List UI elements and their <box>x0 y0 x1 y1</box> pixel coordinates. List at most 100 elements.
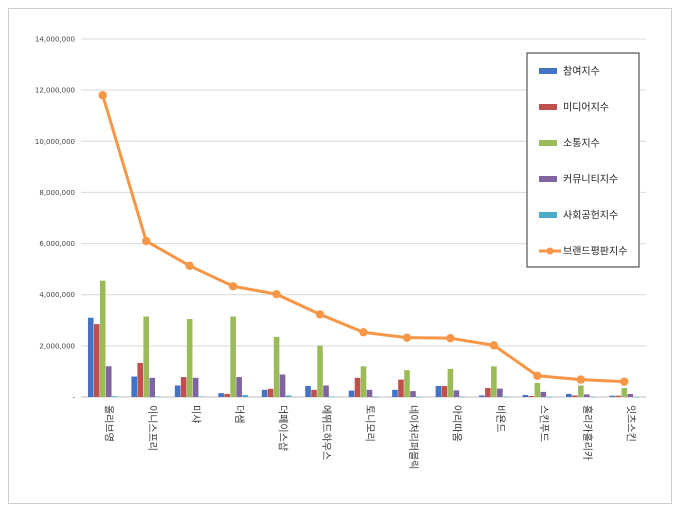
y-tick-label: 6,000,000 <box>39 240 75 248</box>
bar <box>305 386 311 397</box>
x-tick-label: 아리따움 <box>450 405 462 442</box>
bar <box>479 395 485 397</box>
x-tick-label: 미샤 <box>190 405 202 423</box>
bar <box>609 395 616 397</box>
legend-label: 미디어지수 <box>563 102 609 114</box>
line-point <box>489 341 499 350</box>
bar <box>192 377 199 397</box>
bar <box>143 316 149 397</box>
legend-marker <box>546 247 554 255</box>
bar <box>441 386 448 397</box>
bar <box>497 388 503 397</box>
bar <box>218 393 224 397</box>
bar <box>323 385 329 397</box>
line-point <box>315 310 325 319</box>
bar <box>279 374 286 397</box>
legend-swatch <box>539 140 557 146</box>
x-tick-label: 토니모리 <box>364 405 376 442</box>
legend-label: 브랜드평판지수 <box>563 246 627 258</box>
legend-swatch <box>539 212 557 218</box>
bar <box>111 396 118 397</box>
bar <box>590 396 596 398</box>
x-tick-label: 에뛰드하우스 <box>320 405 333 460</box>
bar <box>528 395 535 397</box>
bar <box>87 317 94 397</box>
bar <box>155 396 161 398</box>
bar <box>348 390 355 397</box>
y-tick-label: 12,000,000 <box>35 87 75 95</box>
line-point <box>272 290 281 299</box>
bar <box>398 379 404 397</box>
legend-swatch <box>539 176 557 182</box>
bar <box>224 393 230 397</box>
line-point <box>98 91 107 100</box>
y-tick-label: - <box>72 394 75 402</box>
brand-reputation-chart: - 2,000,000 4,000,000 6,000,000 8,000,000 10,… <box>35 36 646 469</box>
bar <box>546 396 553 398</box>
chart-frame: - 2,000,000 4,000,000 6,000,000 8,000,000 10,… <box>8 8 672 504</box>
y-tick-label: 8,000,000 <box>39 189 75 197</box>
bar <box>93 324 100 397</box>
bar <box>311 389 317 397</box>
bar <box>633 396 640 398</box>
bar <box>273 336 280 397</box>
legend-label: 참여지수 <box>563 66 600 78</box>
bar <box>186 319 193 397</box>
bar <box>503 396 509 398</box>
legend-label: 소통지수 <box>563 138 600 150</box>
legend-swatch <box>539 104 557 110</box>
x-tick-label: 더샘 <box>233 405 245 423</box>
bar <box>404 370 410 397</box>
y-tick-label: 4,000,000 <box>39 291 75 299</box>
bar <box>435 386 442 397</box>
bar <box>615 395 622 397</box>
bar <box>485 388 491 397</box>
bar <box>459 396 466 398</box>
y-tick-label: 2,000,000 <box>39 342 75 350</box>
line-point <box>141 236 151 246</box>
bar <box>149 377 155 397</box>
bar <box>366 389 373 397</box>
bar <box>392 389 398 397</box>
line-series <box>98 91 629 386</box>
bar-series <box>87 280 640 398</box>
bar <box>242 394 248 397</box>
bar <box>410 391 416 397</box>
line-point <box>402 333 412 342</box>
y-axis: - 2,000,000 4,000,000 6,000,000 8,000,000 10,… <box>35 36 76 402</box>
bar <box>584 394 590 397</box>
x-tick-label: 비욘드 <box>494 405 506 433</box>
bar <box>416 396 422 398</box>
bar <box>447 368 454 397</box>
x-tick-label: 네이처리퍼블릭 <box>407 405 419 469</box>
bar <box>621 388 628 397</box>
bar <box>99 280 106 397</box>
bar <box>329 396 335 398</box>
x-tick-label: 이니스프리 <box>146 405 158 451</box>
bar <box>534 382 541 397</box>
bar <box>198 396 205 398</box>
bar <box>137 362 143 397</box>
legend-swatch <box>539 68 557 74</box>
bar <box>267 388 274 397</box>
line-point <box>359 328 368 337</box>
bar <box>317 345 323 397</box>
y-tick-label: 14,000,000 <box>35 36 75 44</box>
bar <box>453 390 460 397</box>
bar <box>372 396 379 398</box>
x-tick-label: 잇츠스킨 <box>624 405 636 442</box>
legend-box <box>526 52 640 268</box>
line-point <box>185 261 194 271</box>
bar <box>360 366 367 397</box>
bar <box>572 395 578 397</box>
bar <box>180 377 187 397</box>
bar <box>236 377 242 397</box>
line-point <box>446 333 455 343</box>
x-axis: 올리브영 이니스프리 미샤 더샘 더페이스샵 에뛰드하우스 토니모리 네이처리퍼블릭 아리따움 비… <box>103 405 637 469</box>
bar <box>627 393 634 397</box>
line-point <box>533 371 542 380</box>
line-point <box>620 377 629 386</box>
gridlines <box>81 38 646 398</box>
line-point <box>228 282 238 291</box>
